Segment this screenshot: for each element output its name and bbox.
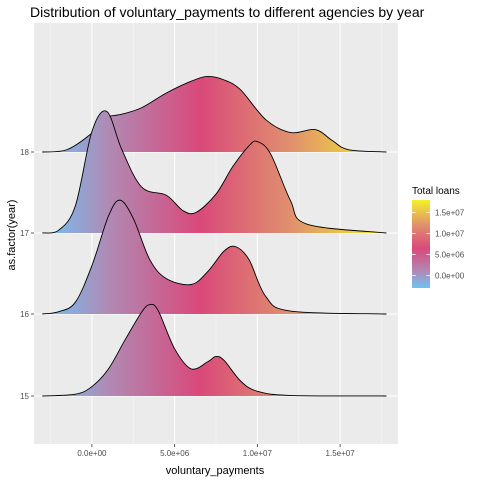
- x-tick-label-2: 1.0e+07: [243, 449, 273, 458]
- y-tick-label-15: 15: [20, 392, 29, 401]
- y-axis-ticks: 15 16 17 18: [20, 148, 34, 401]
- density-ridges: [42, 76, 387, 397]
- ridge-fill-18: [42, 76, 387, 152]
- legend-label-1: 1.0e+07: [435, 230, 465, 239]
- ridge-outline-17: [42, 110, 387, 234]
- x-axis-title: voluntary_payments: [166, 465, 265, 477]
- legend-label-0: 1.5e+07: [435, 209, 465, 218]
- y-tick-label-17: 17: [20, 229, 29, 238]
- ridge-outline-16: [42, 199, 387, 315]
- x-tick-label-3: 1.5e+07: [326, 449, 356, 458]
- x-tick-label-0: 0.0e+00: [77, 449, 107, 458]
- legend: Total loans 1.5e+07 1.0e+07 5.0e+06 0.0e+00: [412, 186, 465, 288]
- legend-label-2: 5.0e+06: [435, 250, 465, 259]
- y-tick-label-16: 16: [20, 310, 29, 319]
- chart-title: Distribution of voluntary_payments to di…: [30, 4, 425, 20]
- ridge-fill-16: [42, 200, 387, 314]
- ridge-fill-17: [42, 110, 387, 234]
- legend-ticks: 1.5e+07 1.0e+07 5.0e+06 0.0e+00: [412, 209, 465, 280]
- legend-title: Total loans: [412, 186, 460, 197]
- x-tick-label-1: 5.0e+06: [160, 449, 190, 458]
- legend-label-3: 0.0e+00: [435, 271, 465, 280]
- ridge-fill-15: [42, 304, 387, 396]
- legend-colorbar: [412, 200, 430, 288]
- x-axis-ticks: 0.0e+00 5.0e+06 1.0e+07 1.5e+07: [77, 444, 355, 458]
- ridge-outline-15: [42, 303, 387, 397]
- y-tick-label-18: 18: [20, 148, 29, 157]
- y-axis-title: as.factor(year): [6, 200, 18, 271]
